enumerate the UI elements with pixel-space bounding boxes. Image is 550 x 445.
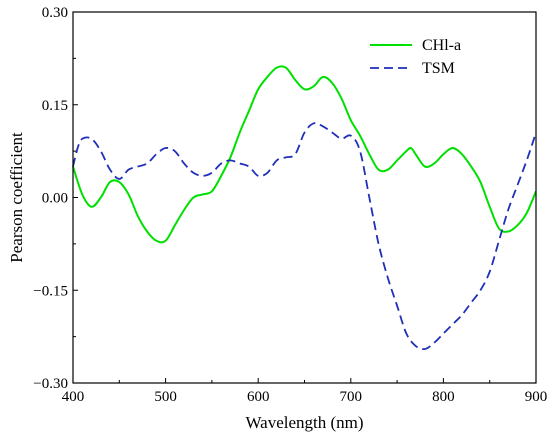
x-tick-label: 800 [432,389,455,405]
y-tick-label: 0.15 [42,98,68,114]
y-tick-label: −0.15 [33,283,68,299]
x-tick-label: 600 [247,389,270,405]
series-line-chl-a [72,65,537,244]
y-axis-title: Pearson coefficient [7,132,26,263]
y-tick-label: −0.30 [33,376,68,392]
x-axis-title: Wavelength (nm) [245,413,363,432]
series-layer [72,65,537,351]
y-tick-label: 0.00 [42,191,68,207]
y-tick-label: 0.30 [42,5,68,21]
legend-label-tsm: TSM [422,60,455,77]
x-tick-label: 400 [62,389,85,405]
x-tick-label: 900 [525,389,548,405]
series-line-tsm [72,122,537,351]
plot-frame [72,11,537,384]
x-tick-label: 700 [340,389,363,405]
ticks-layer: 400 500 600 700 800 900 −0.30 −0.15 0.00 0.15 0.30 [33,5,547,405]
x-tick-label: 500 [154,389,177,405]
legend-label-chl-a: CHl-a [422,37,461,54]
legend: CHl-a TSM [370,37,461,77]
